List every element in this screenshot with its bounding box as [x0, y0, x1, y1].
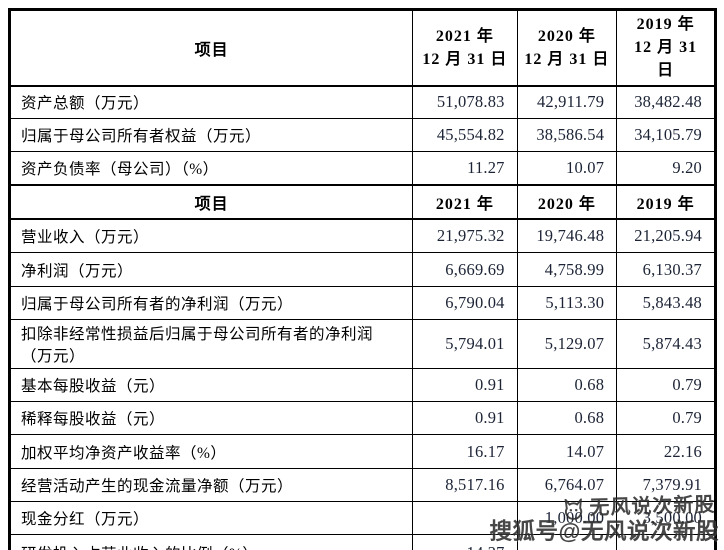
header-period-2019: 2019 年 12 月 31 日: [616, 8, 716, 87]
value-2021: [412, 501, 518, 536]
value-2021: 51,078.83: [412, 85, 518, 120]
row-label: 稀释每股收益（元）: [8, 401, 414, 436]
value-2020: 6,764.07: [516, 468, 618, 503]
header-year: 2019 年: [636, 16, 695, 33]
value-2019: 0.79: [616, 401, 716, 436]
value-2019: 9.20: [616, 151, 716, 186]
table-row-diluted-eps: 稀释每股收益（元） 0.91 0.68 0.79: [8, 401, 716, 436]
value-2019: 5,843.48: [616, 286, 716, 321]
table-row-parent-equity: 归属于母公司所有者权益（万元） 45,554.82 38,586.54 34,1…: [8, 118, 716, 153]
value-2019: 0.79: [616, 368, 716, 403]
header-year: 2021 年: [435, 27, 494, 45]
value-2021: 0.91: [412, 368, 518, 403]
row-label: 研发投入占营业收入的比例（%）: [8, 534, 414, 550]
value-2020: 10.07: [516, 151, 618, 186]
row-label: 净利润（万元）: [8, 252, 414, 288]
value-2020: 0.68: [516, 368, 618, 403]
table-header-balance: 项目 2021 年 12 月 31 日 2020 年 12 月 31 日 201…: [8, 8, 716, 87]
row-label: 归属于母公司所有者权益（万元）: [8, 118, 414, 153]
value-2021: 6,669.69: [412, 252, 518, 288]
value-2019: 3,500.00: [616, 501, 716, 536]
row-label: 现金分红（万元）: [8, 501, 414, 536]
row-label: 资产负债率（母公司）（%）: [8, 151, 414, 186]
row-label: 资产总额（万元）: [8, 85, 414, 120]
table-row-revenue: 营业收入（万元） 21,975.32 19,746.48 21,205.94: [8, 218, 716, 254]
table-row-operating-cash-flow: 经营活动产生的现金流量净额（万元） 8,517.16 6,764.07 7,37…: [8, 468, 716, 503]
header-year: 2020 年: [537, 27, 596, 45]
table-row-net-profit: 净利润（万元） 6,669.69 4,758.99 6,130.37: [8, 252, 716, 288]
header-period-2021: 2021 年 12 月 31 日: [412, 8, 518, 87]
value-2021: 0.91: [412, 401, 518, 436]
value-2019: [616, 534, 716, 550]
value-2021: 14.27: [412, 534, 518, 550]
value-2020: 42,911.79: [516, 85, 618, 120]
value-2020: 38,586.54: [516, 118, 618, 153]
value-2020: 14.07: [516, 434, 618, 470]
header-year-2019: 2019 年: [616, 183, 716, 220]
value-2020: 1,000.00: [516, 501, 618, 536]
value-2019: 7,379.91: [616, 468, 716, 503]
table-row-rd-ratio: 研发投入占营业收入的比例（%） 14.27: [8, 534, 716, 550]
value-2019: 22.16: [616, 434, 716, 470]
value-2019: 38,482.48: [616, 85, 716, 120]
table-row-parent-net-profit: 归属于母公司所有者的净利润（万元） 6,790.04 5,113.30 5,84…: [8, 286, 716, 321]
value-2020: 5,129.07: [516, 319, 618, 370]
value-2021: 5,794.01: [412, 319, 518, 370]
table-row-debt-ratio: 资产负债率（母公司）（%） 11.27 10.07 9.20: [8, 151, 716, 186]
value-2021: 6,790.04: [412, 286, 518, 321]
table-row-total-assets: 资产总额（万元） 51,078.83 42,911.79 38,482.48: [8, 85, 716, 120]
table-row-weighted-roe: 加权平均净资产收益率（%） 16.17 14.07 22.16: [8, 434, 716, 470]
value-2019: 6,130.37: [616, 252, 716, 288]
value-2020: 19,746.48: [516, 218, 618, 254]
header-item-label: 项目: [8, 8, 414, 87]
table-row-deducted-net-profit: 扣除非经常性损益后归属于母公司所有者的净利润（万元） 5,794.01 5,12…: [8, 319, 716, 370]
row-label: 经营活动产生的现金流量净额（万元）: [8, 468, 414, 503]
value-2019: 34,105.79: [616, 118, 716, 153]
value-2020: [516, 534, 618, 550]
header-date: 12 月 31 日: [524, 50, 610, 68]
value-2021: 8,517.16: [412, 468, 518, 503]
financial-summary-table: 项目 2021 年 12 月 31 日 2020 年 12 月 31 日 201…: [8, 8, 717, 550]
value-2020: 4,758.99: [516, 252, 618, 288]
header-year-2020: 2020 年: [516, 183, 618, 220]
row-label: 基本每股收益（元）: [8, 368, 414, 403]
table-row-basic-eps: 基本每股收益（元） 0.91 0.68 0.79: [8, 368, 716, 403]
value-2019: 5,874.43: [616, 319, 716, 370]
value-2020: 5,113.30: [516, 286, 618, 321]
value-2021: 11.27: [412, 151, 518, 186]
table-header-income: 项目 2021 年 2020 年 2019 年: [8, 183, 716, 220]
value-2021: 16.17: [412, 434, 518, 470]
header-year-2021: 2021 年: [412, 183, 518, 220]
header-date: 12 月 31 日: [634, 39, 698, 80]
row-label: 归属于母公司所有者的净利润（万元）: [8, 286, 414, 321]
value-2021: 45,554.82: [412, 118, 518, 153]
header-item-label: 项目: [8, 183, 414, 220]
header-period-2020: 2020 年 12 月 31 日: [516, 8, 618, 87]
header-date: 12 月 31 日: [422, 50, 508, 68]
value-2020: 0.68: [516, 401, 618, 436]
value-2021: 21,975.32: [412, 218, 518, 254]
value-2019: 21,205.94: [616, 218, 716, 254]
row-label: 营业收入（万元）: [8, 218, 414, 254]
row-label: 扣除非经常性损益后归属于母公司所有者的净利润（万元）: [8, 319, 414, 370]
table-row-cash-dividend: 现金分红（万元） 1,000.00 3,500.00: [8, 501, 716, 536]
row-label: 加权平均净资产收益率（%）: [8, 434, 414, 470]
